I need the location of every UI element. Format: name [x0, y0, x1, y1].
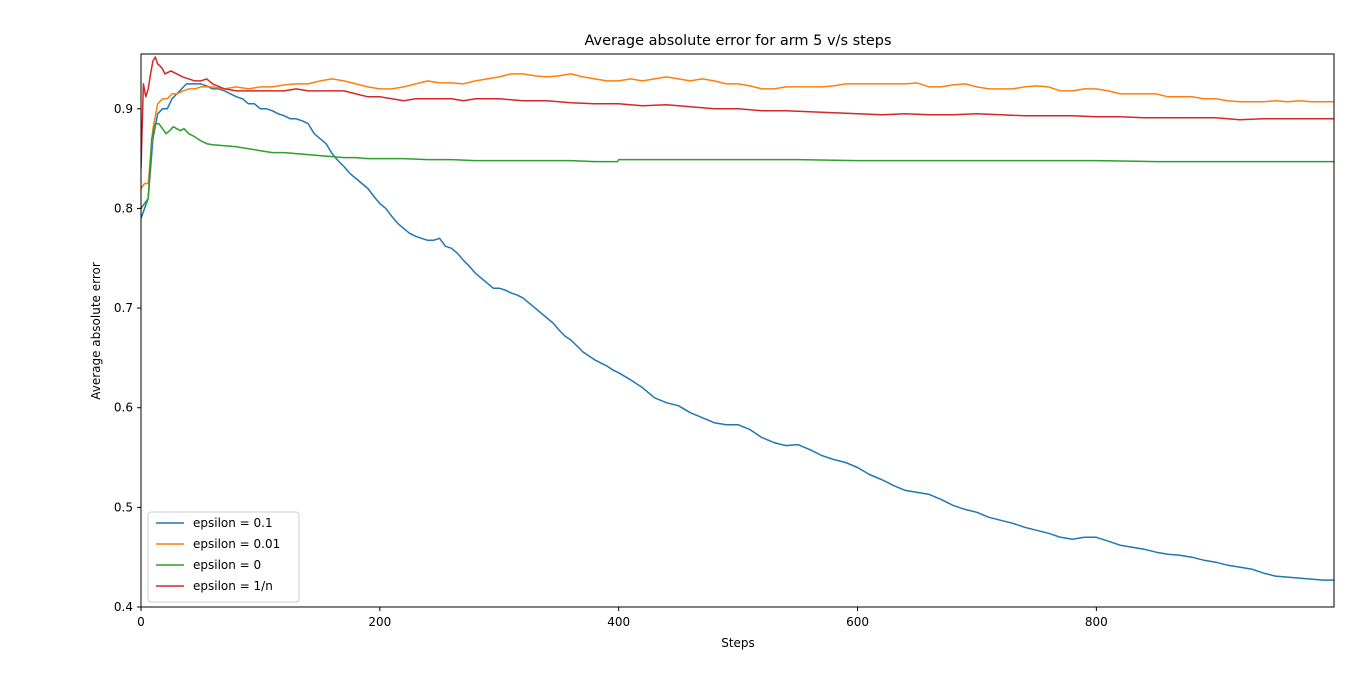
legend: epsilon = 0.1 epsilon = 0.01 epsilon = 0 ep…: [147, 511, 300, 603]
legend-label-1: epsilon = 0.01: [193, 537, 280, 551]
series-line-3: [141, 56, 1334, 169]
y-axis-label: Average absolute error: [89, 262, 103, 400]
legend-label-2: epsilon = 0: [193, 558, 261, 572]
chart-title: Average absolute error for arm 5 v/s ste…: [584, 33, 891, 49]
x-tick-label: 400: [607, 615, 630, 629]
x-tick-label: 600: [846, 615, 869, 629]
y-tick-label: 0.9: [114, 102, 133, 116]
y-tick-label: 0.4: [114, 600, 133, 614]
y-tick-label: 0.8: [114, 201, 133, 215]
series-line-0: [141, 83, 1334, 581]
y-tick-label: 0.7: [114, 301, 133, 315]
series-layer: [141, 56, 1334, 581]
y-axis: 0.4 0.5 0.6 0.7 0.8 0.9: [114, 102, 141, 614]
legend-box: [147, 511, 300, 603]
y-tick-label: 0.6: [114, 401, 133, 415]
x-axis-label: Steps: [721, 636, 755, 650]
series-line-2: [141, 122, 1334, 209]
x-axis: 0 200 400 600 800: [137, 607, 1108, 629]
legend-label-3: epsilon = 1/n: [193, 579, 273, 593]
series-line-1: [141, 73, 1334, 189]
y-tick-label: 0.5: [114, 500, 133, 514]
legend-label-0: epsilon = 0.1: [193, 516, 273, 530]
x-tick-label: 200: [368, 615, 391, 629]
x-tick-label: 0: [137, 615, 145, 629]
plot-area: [140, 53, 1335, 608]
x-tick-label: 800: [1085, 615, 1108, 629]
axes-frame: [140, 53, 1335, 608]
